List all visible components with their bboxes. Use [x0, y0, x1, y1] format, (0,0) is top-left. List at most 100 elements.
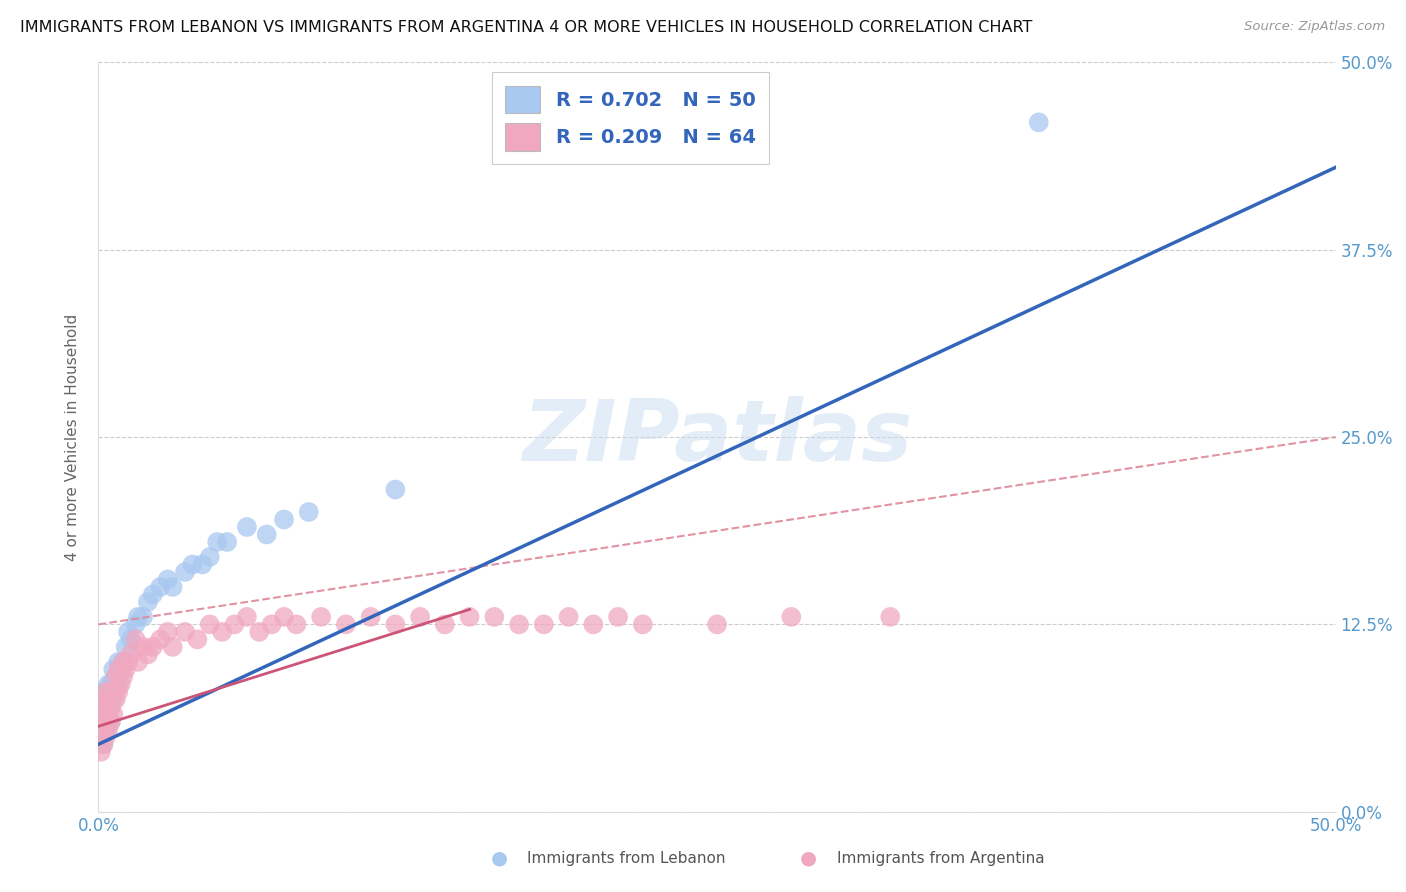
Point: [103, 692, 125, 706]
Point: [100, 677, 122, 691]
Point: [1028, 115, 1050, 129]
Point: [174, 565, 197, 579]
Point: [142, 640, 165, 654]
Point: [117, 655, 139, 669]
Point: [90, 707, 112, 722]
Point: [582, 617, 605, 632]
Point: [103, 662, 125, 676]
Y-axis label: 4 or more Vehicles in Household: 4 or more Vehicles in Household: [65, 313, 80, 561]
Point: [97, 714, 120, 729]
Point: [93, 692, 115, 706]
Point: [100, 714, 122, 729]
Point: [211, 624, 233, 639]
Point: [256, 527, 278, 541]
Point: [90, 699, 112, 714]
Point: [97, 699, 120, 714]
Point: [93, 707, 115, 722]
Point: [136, 595, 159, 609]
Point: [132, 640, 155, 654]
Point: [93, 737, 115, 751]
Point: [104, 685, 127, 699]
Point: [191, 558, 214, 572]
Point: [409, 610, 432, 624]
Point: [104, 670, 127, 684]
Point: [309, 610, 332, 624]
Point: [162, 580, 184, 594]
Point: [117, 624, 139, 639]
Point: [247, 624, 270, 639]
Point: [156, 624, 179, 639]
Point: [120, 648, 142, 662]
Point: [335, 617, 357, 632]
Point: [90, 730, 112, 744]
Point: [149, 632, 172, 647]
Point: [97, 723, 120, 737]
Point: [780, 610, 803, 624]
Point: [112, 670, 135, 684]
Point: [104, 670, 127, 684]
Point: [879, 610, 901, 624]
Point: [94, 707, 117, 722]
Point: [90, 723, 112, 737]
Point: [112, 655, 135, 669]
Point: [285, 617, 308, 632]
Text: ZIPatlas: ZIPatlas: [522, 395, 912, 479]
Point: [706, 617, 728, 632]
Point: [260, 617, 283, 632]
Point: [110, 662, 132, 676]
Text: Immigrants from Lebanon: Immigrants from Lebanon: [527, 851, 725, 865]
Point: [484, 610, 506, 624]
Point: [124, 632, 146, 647]
Text: Source: ZipAtlas.com: Source: ZipAtlas.com: [1244, 20, 1385, 33]
Point: [120, 632, 142, 647]
Point: [273, 512, 295, 526]
Point: [104, 692, 127, 706]
Point: [103, 685, 125, 699]
Point: [107, 677, 129, 691]
Point: [93, 723, 115, 737]
Text: IMMIGRANTS FROM LEBANON VS IMMIGRANTS FROM ARGENTINA 4 OR MORE VEHICLES IN HOUSE: IMMIGRANTS FROM LEBANON VS IMMIGRANTS FR…: [20, 20, 1032, 35]
Point: [205, 535, 228, 549]
Text: ●: ●: [491, 848, 508, 868]
Point: [93, 692, 115, 706]
Point: [110, 677, 132, 691]
Point: [127, 610, 149, 624]
Point: [224, 617, 246, 632]
Point: [93, 685, 115, 699]
Point: [149, 580, 172, 594]
Point: [360, 610, 382, 624]
Point: [162, 640, 184, 654]
Point: [156, 573, 179, 587]
Point: [458, 610, 481, 624]
Point: [94, 699, 117, 714]
Point: [103, 677, 125, 691]
Point: [94, 685, 117, 699]
Text: Immigrants from Argentina: Immigrants from Argentina: [837, 851, 1045, 865]
Point: [93, 714, 115, 729]
Point: [100, 685, 122, 699]
Point: [124, 617, 146, 632]
Point: [181, 558, 204, 572]
Point: [103, 707, 125, 722]
Point: [94, 714, 117, 729]
Point: [217, 535, 239, 549]
Point: [533, 617, 555, 632]
Point: [90, 745, 112, 759]
Legend: R = 0.702   N = 50, R = 0.209   N = 64: R = 0.702 N = 50, R = 0.209 N = 64: [492, 72, 769, 164]
Point: [198, 549, 221, 564]
Point: [97, 692, 120, 706]
Point: [94, 685, 117, 699]
Point: [93, 737, 115, 751]
Point: [298, 505, 321, 519]
Point: [433, 617, 456, 632]
Point: [107, 655, 129, 669]
Point: [174, 624, 197, 639]
Point: [132, 610, 155, 624]
Point: [631, 617, 654, 632]
Point: [198, 617, 221, 632]
Text: ●: ●: [800, 848, 817, 868]
Point: [107, 662, 129, 676]
Point: [384, 483, 406, 497]
Point: [97, 707, 120, 722]
Point: [273, 610, 295, 624]
